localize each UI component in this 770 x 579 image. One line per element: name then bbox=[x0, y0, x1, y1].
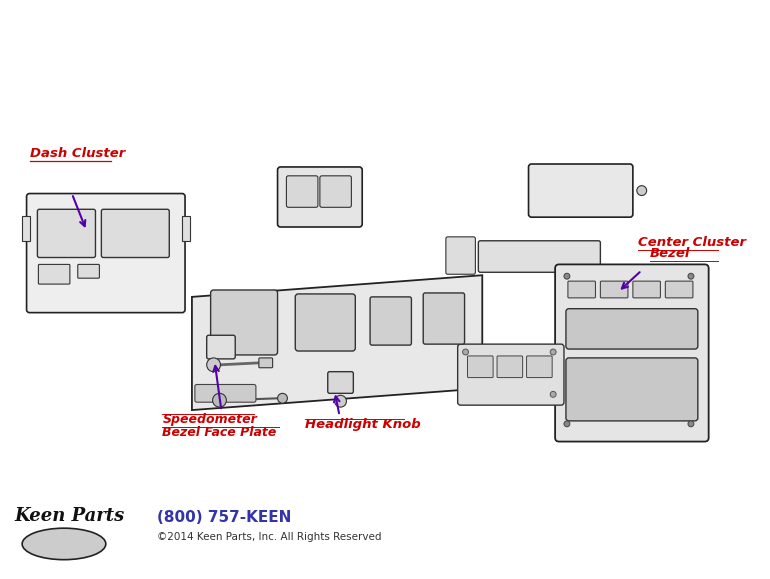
FancyBboxPatch shape bbox=[528, 164, 633, 217]
FancyBboxPatch shape bbox=[566, 309, 698, 349]
FancyBboxPatch shape bbox=[295, 294, 355, 351]
Circle shape bbox=[688, 273, 694, 279]
FancyBboxPatch shape bbox=[601, 281, 628, 298]
FancyBboxPatch shape bbox=[206, 335, 235, 359]
FancyBboxPatch shape bbox=[566, 358, 698, 421]
Text: Keen Parts: Keen Parts bbox=[15, 507, 125, 525]
FancyBboxPatch shape bbox=[457, 344, 564, 405]
FancyBboxPatch shape bbox=[633, 281, 661, 298]
FancyBboxPatch shape bbox=[320, 176, 351, 207]
FancyBboxPatch shape bbox=[22, 216, 29, 241]
Circle shape bbox=[335, 395, 346, 407]
Polygon shape bbox=[192, 275, 482, 410]
FancyBboxPatch shape bbox=[555, 265, 708, 442]
Text: Bezel: Bezel bbox=[650, 247, 690, 261]
FancyBboxPatch shape bbox=[286, 176, 318, 207]
Text: Center Cluster: Center Cluster bbox=[638, 236, 746, 248]
Circle shape bbox=[688, 421, 694, 427]
FancyBboxPatch shape bbox=[568, 281, 595, 298]
Text: ©2014 Keen Parts, Inc. All Rights Reserved: ©2014 Keen Parts, Inc. All Rights Reserv… bbox=[158, 532, 382, 542]
FancyBboxPatch shape bbox=[478, 241, 601, 272]
Circle shape bbox=[213, 393, 226, 407]
FancyBboxPatch shape bbox=[182, 216, 190, 241]
Text: Dash Cluster: Dash Cluster bbox=[29, 147, 125, 160]
FancyBboxPatch shape bbox=[259, 358, 273, 368]
FancyBboxPatch shape bbox=[467, 356, 493, 378]
Circle shape bbox=[206, 358, 220, 372]
Text: Headlight Knob: Headlight Knob bbox=[305, 418, 421, 431]
Text: Speedometer: Speedometer bbox=[162, 413, 257, 426]
FancyBboxPatch shape bbox=[370, 297, 411, 345]
FancyBboxPatch shape bbox=[446, 237, 475, 274]
FancyBboxPatch shape bbox=[328, 372, 353, 393]
FancyBboxPatch shape bbox=[27, 193, 185, 313]
FancyBboxPatch shape bbox=[497, 356, 523, 378]
FancyBboxPatch shape bbox=[424, 293, 464, 344]
Ellipse shape bbox=[22, 528, 105, 560]
Circle shape bbox=[277, 393, 287, 403]
FancyBboxPatch shape bbox=[102, 209, 169, 258]
FancyBboxPatch shape bbox=[211, 290, 277, 355]
FancyBboxPatch shape bbox=[195, 384, 256, 402]
Text: (800) 757-KEEN: (800) 757-KEEN bbox=[158, 511, 292, 526]
Circle shape bbox=[551, 391, 556, 397]
FancyBboxPatch shape bbox=[38, 209, 95, 258]
FancyBboxPatch shape bbox=[78, 265, 99, 278]
Circle shape bbox=[637, 186, 647, 196]
FancyBboxPatch shape bbox=[527, 356, 552, 378]
Circle shape bbox=[463, 349, 468, 355]
Circle shape bbox=[564, 421, 570, 427]
FancyBboxPatch shape bbox=[665, 281, 693, 298]
Circle shape bbox=[551, 349, 556, 355]
FancyBboxPatch shape bbox=[38, 265, 70, 284]
Circle shape bbox=[564, 273, 570, 279]
FancyBboxPatch shape bbox=[277, 167, 362, 227]
Text: Bezel Face Plate: Bezel Face Plate bbox=[162, 426, 276, 439]
